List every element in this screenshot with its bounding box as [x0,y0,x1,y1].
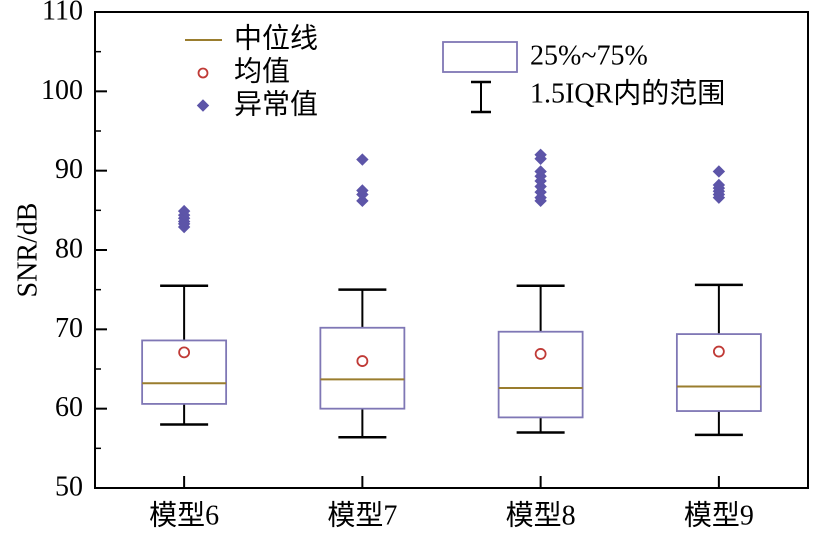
y-tick-label: 70 [55,313,83,344]
outlier-marker [177,204,191,218]
mean-marker [356,355,369,367]
legend-mean-icon [197,67,209,79]
legend-outlier-icon [196,99,210,112]
x-tick-label: 模型6 [149,499,219,531]
box-iqr [497,330,584,419]
outlier-marker [712,178,726,192]
y-tick-label: 50 [55,471,83,502]
y-tick-label: 110 [42,0,83,26]
mean-marker [178,346,191,359]
outlier-marker [356,184,369,197]
box-iqr [141,339,228,405]
mean-marker [534,348,547,360]
x-tick-label: 模型7 [327,499,397,531]
mean-marker [712,345,725,358]
legend-median-label: 中位线 [234,22,318,54]
outlier-marker [534,165,547,178]
outlier-marker [356,194,369,208]
y-tick-label: 100 [41,75,83,106]
box-iqr [675,333,762,412]
y-tick-label: 80 [55,233,83,264]
legend-outlier-label: 异常值 [234,88,318,120]
y-axis-title: SNR/dB [12,203,43,298]
box-iqr [319,326,406,410]
outlier-marker [534,148,547,162]
x-tick-label: 模型8 [506,499,576,531]
legend-mean-label: 均值 [234,55,290,87]
outlier-marker [712,165,726,178]
legend-box-label: 25%~75% [530,40,648,71]
legend-box-icon [442,41,518,73]
x-tick-label: 模型9 [684,499,754,531]
outlier-marker [356,153,369,166]
legend-whisker-label: 1.5IQR内的范围 [530,77,725,109]
y-tick-label: 60 [55,392,83,423]
y-tick-label: 90 [55,154,83,185]
